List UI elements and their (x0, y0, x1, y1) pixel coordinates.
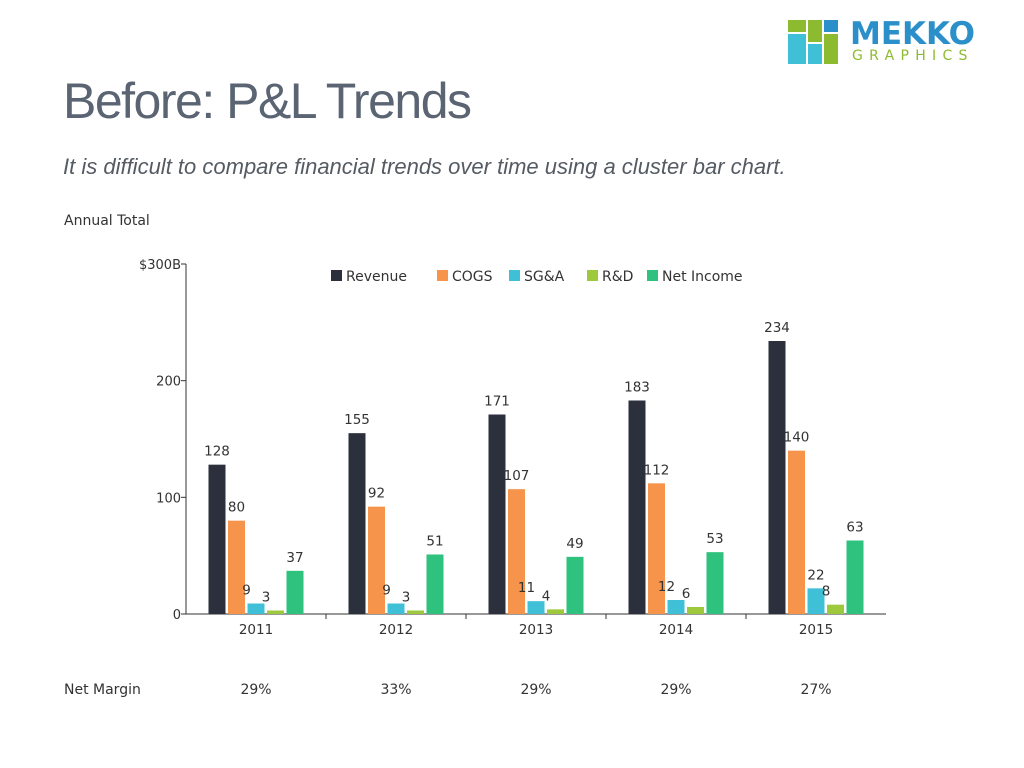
bar-cogs-2011 (228, 520, 245, 614)
legend-swatch-revenue (331, 270, 342, 281)
net-margin-value-2011: 29% (240, 682, 272, 698)
data-label: 9 (382, 583, 391, 599)
net-margin-value-2014: 29% (660, 682, 692, 698)
bar-revenue-2012 (348, 433, 366, 614)
y-axis-title: Annual Total (64, 213, 150, 229)
bar-sg-a-2011 (247, 603, 265, 614)
logo-text-graphics: GRAPHICS (852, 48, 974, 64)
net-margin-value-2013: 29% (520, 682, 552, 698)
data-label: 80 (228, 500, 245, 516)
data-label: 3 (402, 590, 411, 606)
bar-r-d-2012 (407, 610, 424, 614)
legend-label: R&D (602, 269, 633, 285)
net-margin-value-2012: 33% (380, 682, 412, 698)
data-label: 9 (242, 583, 251, 599)
bar-revenue-2011 (208, 464, 226, 614)
bar-cogs-2014 (648, 483, 665, 614)
bar-sg-a-2012 (387, 603, 405, 614)
data-label: 4 (542, 588, 551, 604)
bar-net-income-2014 (706, 552, 724, 614)
logo-mark-icon (788, 20, 838, 64)
data-label: 6 (682, 586, 691, 602)
legend-swatch-cogs (437, 270, 448, 281)
data-label: 155 (344, 412, 370, 428)
bar-r-d-2014 (687, 607, 704, 614)
bar-sg-a-2015 (807, 588, 825, 614)
page-title: Before: P&L Trends (63, 73, 472, 129)
bar-cogs-2015 (788, 450, 805, 614)
x-tick-label: 2014 (659, 622, 693, 638)
y-tick-label: 200 (156, 375, 181, 390)
bar-revenue-2015 (768, 341, 786, 614)
data-label: 140 (784, 430, 810, 446)
bar-sg-a-2014 (667, 600, 685, 614)
data-label: 11 (518, 580, 535, 596)
bar-revenue-2014 (628, 400, 646, 614)
data-label: 92 (368, 486, 385, 502)
bar-revenue-2013 (488, 414, 506, 614)
bar-net-income-2012 (426, 554, 444, 614)
bar-net-income-2015 (846, 540, 864, 614)
bar-sg-a-2013 (527, 601, 545, 614)
x-tick-label: 2013 (519, 622, 553, 638)
net-margin-value-2015: 27% (800, 682, 832, 698)
bar-r-d-2015 (827, 604, 844, 614)
data-label: 171 (484, 394, 510, 410)
data-label: 37 (286, 550, 303, 566)
bar-net-income-2011 (286, 570, 304, 614)
bar-r-d-2013 (547, 609, 564, 614)
data-label: 112 (644, 462, 670, 478)
logo-text-mekko: MEKKO (850, 16, 976, 52)
bar-cogs-2012 (368, 506, 385, 614)
data-label: 107 (504, 468, 530, 484)
bar-r-d-2011 (267, 610, 284, 614)
mekko-graphics-logo: MEKKO GRAPHICS (788, 16, 1000, 66)
net-margin-label: Net Margin (64, 682, 141, 698)
legend-label: Revenue (346, 269, 407, 285)
data-label: 183 (624, 380, 650, 396)
x-tick-label: 2011 (239, 622, 273, 638)
data-label: 12 (658, 579, 675, 595)
bar-net-income-2013 (566, 556, 584, 614)
x-tick-label: 2015 (799, 622, 833, 638)
page-subtitle: It is difficult to compare financial tre… (63, 154, 786, 179)
legend-swatch-sg-a (509, 270, 520, 281)
data-label: 53 (706, 531, 723, 547)
data-label: 63 (846, 520, 863, 536)
legend-swatch-net-income (647, 270, 658, 281)
data-label: 3 (262, 590, 271, 606)
x-tick-label: 2012 (379, 622, 413, 638)
legend-swatch-r-d (587, 270, 598, 281)
y-tick-label: 0 (173, 608, 181, 623)
data-label: 8 (822, 584, 831, 600)
data-label: 22 (807, 567, 824, 583)
y-tick-label: $300B (139, 258, 181, 273)
y-tick-label: 100 (156, 491, 181, 506)
legend-label: COGS (452, 269, 493, 285)
legend-label: SG&A (524, 269, 565, 285)
data-label: 234 (764, 320, 790, 336)
bar-cogs-2013 (508, 489, 525, 614)
legend-label: Net Income (662, 269, 743, 285)
data-label: 51 (426, 534, 443, 550)
data-label: 128 (204, 444, 230, 460)
data-label: 49 (566, 536, 583, 552)
